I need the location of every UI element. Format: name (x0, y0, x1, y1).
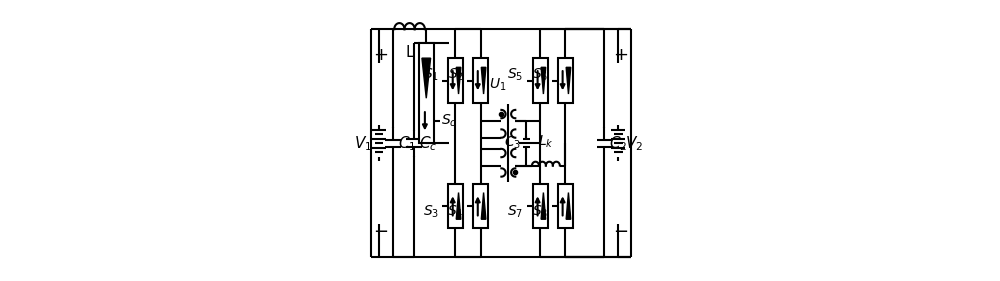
Text: $U_1$: $U_1$ (489, 77, 506, 93)
Polygon shape (541, 192, 546, 219)
Text: $C_3$: $C_3$ (504, 135, 521, 151)
Text: +: + (373, 46, 388, 64)
Text: $S_c$: $S_c$ (441, 113, 457, 130)
Polygon shape (422, 58, 431, 98)
Text: $S_5$: $S_5$ (507, 67, 524, 83)
Polygon shape (481, 192, 486, 219)
Text: $S_2$: $S_2$ (448, 67, 464, 83)
Bar (448, 183, 463, 228)
Bar (558, 183, 573, 228)
Text: +: + (614, 46, 629, 64)
Text: $S_8$: $S_8$ (532, 203, 549, 220)
Text: $S_1$: $S_1$ (423, 67, 439, 83)
Bar (533, 58, 548, 103)
Text: −: − (613, 223, 629, 241)
Bar (473, 58, 488, 103)
Text: $L_k$: $L_k$ (538, 134, 554, 150)
Text: L: L (405, 44, 414, 60)
Text: $S_4$: $S_4$ (447, 203, 464, 220)
Bar (419, 43, 434, 143)
Text: −: − (373, 223, 388, 241)
Polygon shape (481, 67, 486, 94)
Text: $S_7$: $S_7$ (507, 203, 524, 220)
Text: $C_1$: $C_1$ (398, 134, 416, 153)
Text: $S_3$: $S_3$ (423, 203, 439, 220)
Polygon shape (456, 192, 461, 219)
Polygon shape (566, 67, 571, 94)
Text: $C_c$: $C_c$ (419, 134, 437, 153)
Bar (533, 183, 548, 228)
Polygon shape (566, 192, 571, 219)
Polygon shape (456, 67, 461, 94)
Bar (558, 58, 573, 103)
Bar (473, 183, 488, 228)
Text: $S_6$: $S_6$ (532, 67, 549, 83)
Text: $V_2$: $V_2$ (625, 134, 643, 153)
Text: $V_1$: $V_1$ (354, 134, 372, 153)
Polygon shape (541, 67, 546, 94)
Text: $C_2$: $C_2$ (609, 134, 628, 153)
Bar (448, 58, 463, 103)
